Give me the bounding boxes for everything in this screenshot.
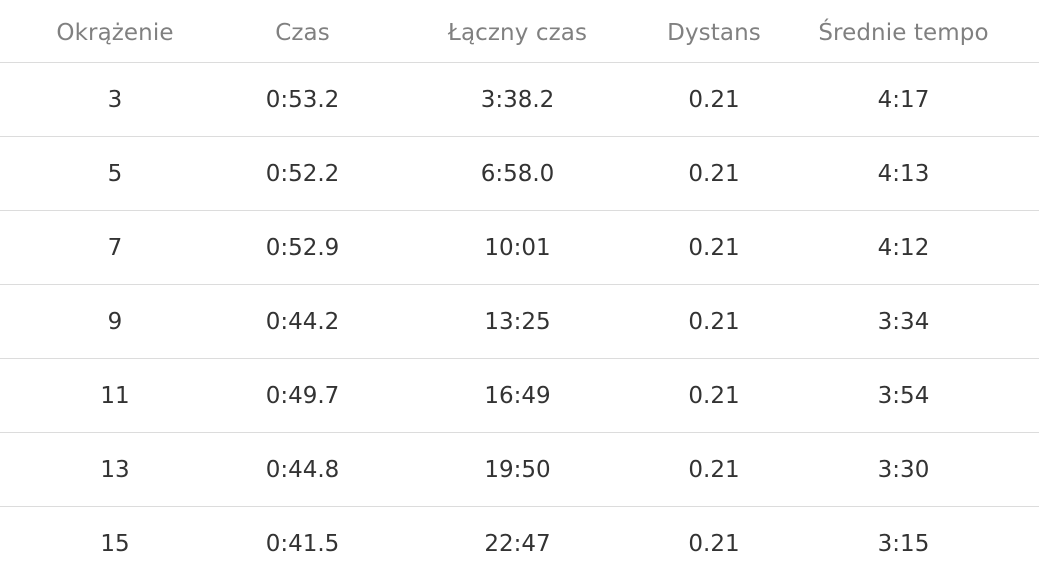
table-row: 3 0:53.2 3:38.2 0.21 4:17 (0, 62, 1039, 136)
time-cell: 0:53.2 (265, 86, 340, 113)
distance-cell: 0.21 (688, 456, 740, 483)
table-row: 5 0:52.2 6:58.0 0.21 4:13 (0, 136, 1039, 210)
lap-cell: 3 (107, 86, 123, 113)
distance-cell: 0.21 (688, 234, 740, 261)
total-time-cell: 16:49 (484, 382, 551, 409)
distance-cell: 0.21 (688, 160, 740, 187)
time-cell: 0:52.2 (265, 160, 340, 187)
total-time-cell: 10:01 (484, 234, 551, 261)
table-header: Okrążenie Czas Łączny czas Dystans Średn… (0, 0, 1039, 62)
lap-cell: 13 (100, 456, 130, 483)
avg-pace-cell: 3:34 (877, 308, 930, 335)
lap-cell: 15 (100, 530, 130, 557)
total-time-cell: 3:38.2 (480, 86, 555, 113)
lap-cell: 5 (107, 160, 123, 187)
time-cell: 0:41.5 (265, 530, 340, 557)
lap-cell: 7 (107, 234, 123, 261)
table-row: 13 0:44.8 19:50 0.21 3:30 (0, 432, 1039, 506)
lap-cell: 11 (100, 382, 130, 409)
avg-pace-cell: 4:17 (877, 86, 930, 113)
table-row: 11 0:49.7 16:49 0.21 3:54 (0, 358, 1039, 432)
distance-cell: 0.21 (688, 530, 740, 557)
avg-pace-cell: 3:30 (877, 456, 930, 483)
total-time-cell: 6:58.0 (480, 160, 555, 187)
total-time-cell: 22:47 (484, 530, 551, 557)
total-time-cell: 13:25 (484, 308, 551, 335)
table-row: 7 0:52.9 10:01 0.21 4:12 (0, 210, 1039, 284)
header-distance[interactable]: Dystans (667, 20, 761, 46)
header-lap[interactable]: Okrążenie (56, 20, 174, 46)
avg-pace-cell: 3:15 (877, 530, 930, 557)
table-row: 15 0:41.5 22:47 0.21 3:15 (0, 506, 1039, 580)
time-cell: 0:52.9 (265, 234, 340, 261)
time-cell: 0:44.2 (265, 308, 340, 335)
distance-cell: 0.21 (688, 86, 740, 113)
avg-pace-cell: 4:12 (877, 234, 930, 261)
avg-pace-cell: 4:13 (877, 160, 930, 187)
time-cell: 0:49.7 (265, 382, 340, 409)
distance-cell: 0.21 (688, 308, 740, 335)
avg-pace-cell: 3:54 (877, 382, 930, 409)
header-time[interactable]: Czas (275, 20, 330, 46)
table-row: 9 0:44.2 13:25 0.21 3:34 (0, 284, 1039, 358)
lap-cell: 9 (107, 308, 123, 335)
header-avg-pace[interactable]: Średnie tempo (818, 20, 989, 46)
distance-cell: 0.21 (688, 382, 740, 409)
total-time-cell: 19:50 (484, 456, 551, 483)
header-total-time[interactable]: Łączny czas (447, 20, 588, 46)
time-cell: 0:44.8 (265, 456, 340, 483)
